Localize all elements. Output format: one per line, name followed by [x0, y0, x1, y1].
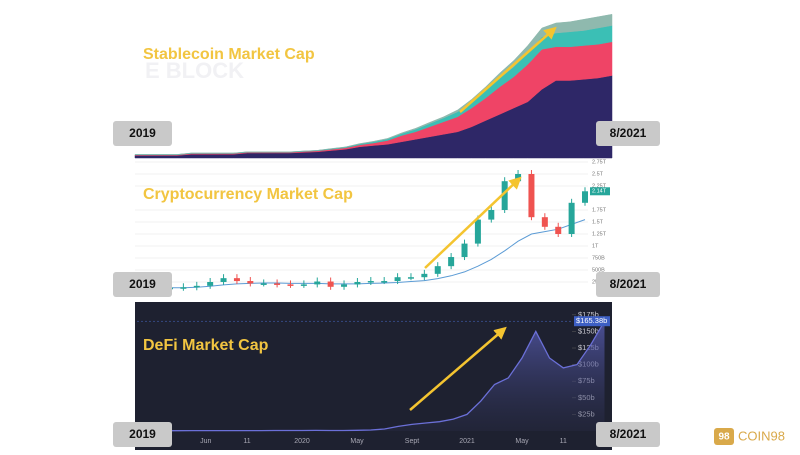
end-box — [596, 272, 660, 297]
candle — [434, 266, 441, 274]
x-tick-label: May — [515, 438, 529, 445]
candle — [501, 181, 508, 210]
candle — [528, 174, 535, 218]
price-tag-label: $165.38b — [576, 316, 607, 325]
candle — [421, 273, 428, 278]
candle — [488, 210, 495, 220]
candle — [341, 284, 348, 287]
y-tick-label: 750B — [592, 255, 605, 261]
y-tick-label: $150b — [578, 326, 599, 335]
y-tick-label: 2.5T — [592, 171, 604, 177]
area-fill — [137, 321, 605, 431]
candle — [233, 278, 240, 282]
x-tick-label: 2020 — [294, 438, 310, 445]
x-tick-label: May — [350, 438, 364, 445]
y-tick-label: 1.5T — [592, 219, 604, 225]
chart-title: Stablecoin Market Cap — [143, 46, 315, 63]
price-tag — [590, 187, 610, 196]
candle — [180, 287, 187, 289]
start-box — [113, 272, 172, 297]
brand-name: COIN98 — [738, 428, 785, 443]
start-label: 2019 — [129, 427, 156, 441]
start-box — [113, 121, 172, 146]
candle — [300, 284, 307, 286]
x-tick-label: 11 — [560, 438, 567, 445]
candle — [287, 284, 294, 286]
candle — [367, 281, 374, 283]
price-tag-label: 2.14T — [592, 189, 607, 195]
x-tick-label: Jun — [200, 438, 211, 445]
candle — [274, 283, 281, 285]
y-tick-label: 1T — [592, 243, 599, 249]
start-label: 2019 — [129, 126, 156, 140]
candle — [407, 277, 414, 279]
brand-badge — [714, 428, 734, 445]
y-tick-label: 500B — [592, 267, 605, 273]
candle — [474, 219, 481, 244]
arrow — [424, 176, 522, 269]
y-tick-label: 2.25T — [592, 183, 607, 189]
candle — [354, 282, 361, 285]
candle — [582, 191, 588, 203]
candle — [568, 202, 575, 234]
end-label: 8/2021 — [610, 277, 647, 291]
candle — [327, 281, 334, 287]
candle — [541, 217, 548, 227]
y-tick-label: 1.75T — [592, 207, 607, 213]
candle — [461, 243, 468, 258]
candle — [448, 257, 455, 267]
end-label: 8/2021 — [610, 126, 647, 140]
chart-title: Cryptocurrency Market Cap — [143, 186, 353, 203]
labels: Stablecoin Market Cap 2019 8/2021 Cryptocur… — [113, 46, 660, 447]
candle — [247, 281, 254, 284]
arrow — [409, 326, 507, 411]
candle — [207, 282, 214, 286]
stack-area — [134, 14, 613, 155]
candle — [260, 283, 267, 285]
charts: E BLOCK250B500B750B1T1.25T1.5T1.75T2.25T… — [134, 14, 613, 445]
end-box — [596, 121, 660, 146]
candle — [394, 277, 401, 282]
ma-line — [170, 219, 586, 289]
end-box — [596, 422, 660, 447]
area-line — [137, 320, 606, 432]
start-label: 2019 — [129, 277, 156, 291]
watermark: E BLOCK — [145, 58, 244, 83]
candle — [314, 281, 321, 285]
chart-title: DeFi Market Cap — [143, 337, 269, 354]
y-tick-label: 1.25T — [592, 231, 607, 237]
brand-badge-text: 98 — [718, 432, 730, 443]
x-tick-label: 11 — [243, 438, 250, 445]
candle — [220, 278, 227, 282]
x-tick-label: Sept — [405, 438, 419, 445]
price-tag — [574, 316, 610, 327]
candle — [381, 281, 388, 283]
arrow — [459, 26, 557, 113]
candle — [193, 285, 200, 288]
y-tick-label: 2.75T — [592, 159, 607, 165]
end-label: 8/2021 — [610, 427, 647, 441]
candle — [555, 226, 562, 234]
y-tick-label: $175b — [578, 310, 599, 319]
panel-crypto — [135, 163, 612, 298]
x-tick-label: 2021 — [459, 438, 475, 445]
start-box — [113, 422, 172, 447]
